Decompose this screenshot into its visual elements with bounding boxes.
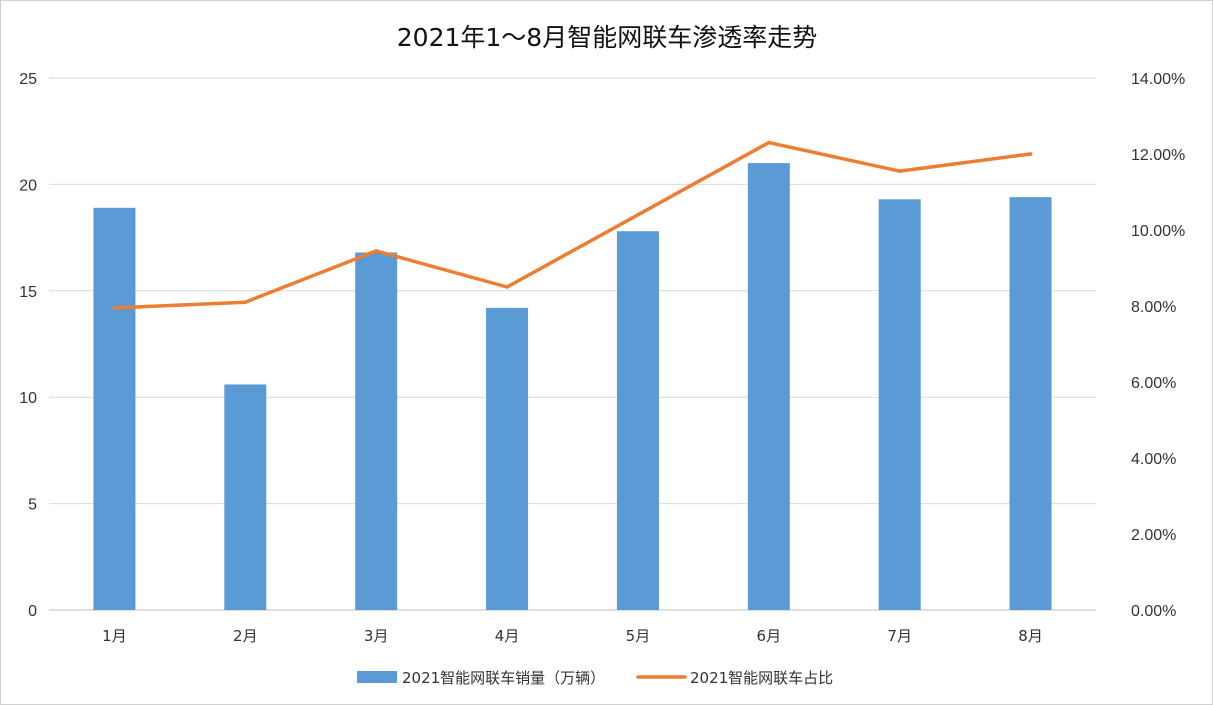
y-right-tick-label: 0.00% [1131,603,1176,620]
y-right-tick-label: 4.00% [1131,451,1176,468]
line-point [636,213,640,217]
bar [747,163,790,610]
x-tick-label: 5月 [626,627,651,645]
x-tick-label: 3月 [364,627,389,645]
x-tick-label: 2月 [233,627,258,645]
y-left-tick-label: 0 [28,603,37,620]
y-right-tick-label: 14.00% [1131,71,1185,88]
bar [1009,197,1052,610]
bar [486,307,529,610]
x-tick-label: 6月 [757,627,782,645]
line-point [897,169,902,173]
y-left-tick-label: 25 [19,71,37,88]
legend-label-bar: 2021智能网联车销量（万辆） [402,669,605,687]
y-right-tick-label: 12.00% [1131,147,1185,164]
legend-label-line: 2021智能网联车占比 [690,669,833,687]
bar [93,207,136,611]
y-right-tick-label: 2.00% [1131,527,1176,544]
chart-title: 2021年1～8月智能网联车渗透率走势 [397,23,817,52]
line-series [112,140,1033,310]
y-right-tick-label: 8.00% [1131,299,1176,316]
x-tick-label: 8月 [1018,627,1043,645]
y-axis-left: 0 5 10 15 20 25 [19,71,37,620]
bar [878,199,921,610]
bar-series [93,163,1052,611]
x-tick-label: 4月 [495,627,520,645]
line-point [1028,152,1033,156]
line-point [505,285,509,289]
bar [616,231,659,610]
line-point [243,300,248,305]
gridlines [49,77,1096,611]
y-left-tick-label: 20 [19,177,37,194]
line-point [374,249,378,253]
line-path [112,140,1033,310]
y-right-tick-label: 6.00% [1131,375,1176,392]
x-tick-label: 1月 [102,627,127,645]
bar [224,384,267,610]
y-left-tick-label: 5 [28,497,37,514]
line-point [767,140,771,145]
y-axis-right: 0.00% 2.00% 4.00% 6.00% 8.00% 10.00% 12.00% 14.… [1131,71,1185,620]
bar [355,252,398,610]
legend-swatch-bar [357,671,397,683]
line-point [112,306,117,310]
y-left-tick-label: 15 [19,284,37,301]
x-axis: 1月 2月 3月 4月 5月 6月 7月 8月 [102,627,1043,645]
y-right-tick-label: 10.00% [1131,223,1185,240]
legend: 2021智能网联车销量（万辆） 2021智能网联车占比 [357,669,833,687]
x-tick-label: 7月 [887,627,912,645]
y-left-tick-label: 10 [19,390,37,407]
